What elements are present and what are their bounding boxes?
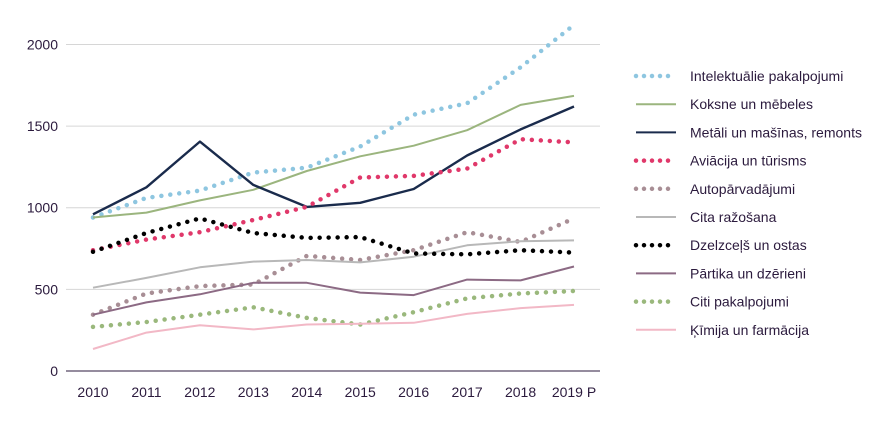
y-tick-label: 0 (50, 363, 58, 379)
series-line-9 (90, 288, 577, 330)
series-lines (90, 22, 577, 350)
legend-label: Ķīmija un farmācija (690, 322, 809, 338)
x-axis: 2010 2011 2012 2013 2014 2015 2016 2017 2018 2019… (66, 370, 600, 400)
x-tick-label: 2012 (184, 384, 215, 400)
series-line-4 (90, 136, 577, 253)
series-line-2 (92, 94, 575, 219)
series-line-1 (90, 22, 577, 220)
legend-label: Citi pakalpojumi (690, 294, 789, 310)
legend-label: Pārtika un dzērieni (690, 265, 806, 281)
x-tick-label: 2013 (238, 384, 269, 400)
legend-label: Autopārvadājumi (690, 181, 795, 197)
series-line-10 (92, 303, 575, 350)
y-tick-label: 1000 (27, 200, 58, 216)
legend-label: Intelektuālie pakalpojumi (690, 68, 843, 84)
legend-label: Aviācija un tūrisms (690, 153, 806, 169)
x-tick-label: 2015 (345, 384, 376, 400)
grid (66, 43, 600, 290)
series-line-6 (92, 239, 575, 289)
x-tick-label: 2017 (452, 384, 483, 400)
x-tick-label: 2010 (77, 384, 108, 400)
legend-label: Dzelzceļš un ostas (690, 237, 807, 253)
series-line-3 (92, 105, 575, 216)
series-line-8 (92, 265, 575, 316)
x-tick-label: 2011 (131, 384, 161, 400)
y-axis: 0 500 1000 1500 2000 (27, 36, 58, 379)
legend: Intelektuālie pakalpojumi Koksne un mēbel… (633, 68, 862, 338)
x-tick-label: 2014 (291, 384, 322, 400)
y-tick-label: 1500 (27, 118, 58, 134)
series-line-5 (90, 216, 577, 317)
legend-label: Metāli un mašīnas, remonts (690, 124, 862, 140)
legend-label: Koksne un mēbeles (690, 96, 813, 112)
x-tick-label: 2019 P (552, 384, 596, 400)
y-tick-label: 2000 (27, 36, 58, 52)
y-tick-label: 500 (35, 281, 59, 297)
x-tick-label: 2016 (398, 384, 429, 400)
x-tick-label: 2018 (505, 384, 536, 400)
legend-label: Cita ražošana (690, 209, 777, 225)
